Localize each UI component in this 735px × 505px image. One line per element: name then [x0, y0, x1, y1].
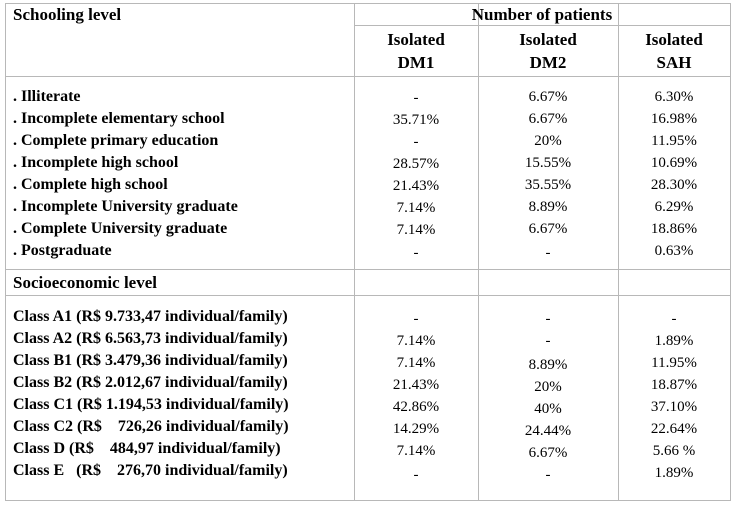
- row-label: . Complete primary education: [13, 132, 219, 149]
- cell-dm1: 21.43%: [392, 178, 440, 194]
- cell-sah: 5.66 %: [652, 443, 696, 459]
- cell-dm2: 35.55%: [524, 177, 572, 193]
- row-label: . Incomplete University graduate: [13, 198, 238, 215]
- column-header-dm1-line2: DM1: [397, 53, 435, 72]
- cell-dm1: 35.71%: [392, 112, 440, 128]
- column-divider: [478, 3, 479, 501]
- row-label: . Complete high school: [13, 176, 168, 193]
- cell-sah: 1.89%: [654, 333, 694, 349]
- cell-dm1: 21.43%: [392, 377, 440, 393]
- cell-dm2: 8.89%: [528, 199, 568, 215]
- cell-sah: 18.87%: [650, 377, 698, 393]
- cell-dm1: 7.14%: [396, 355, 436, 371]
- socioeconomic-level-title: Socioeconomic level: [13, 273, 157, 292]
- cell-dm1: -: [413, 134, 419, 150]
- cell-sah: 18.86%: [650, 221, 698, 237]
- cell-dm2: 15.55%: [524, 155, 572, 171]
- cell-dm2: 24.44%: [524, 423, 572, 439]
- cell-dm2: -: [545, 245, 551, 261]
- row-label: . Complete University graduate: [13, 220, 228, 237]
- column-header-sah-line1: Isolated: [645, 30, 703, 49]
- section-divider: [5, 295, 731, 296]
- section-divider: [5, 269, 731, 270]
- cell-sah: -: [671, 311, 677, 327]
- cell-dm2: 6.67%: [528, 111, 568, 127]
- row-label: Class A2 (R$ 6.563,73 individual/family): [13, 330, 288, 347]
- cell-sah: 10.69%: [650, 155, 698, 171]
- cell-sah: 22.64%: [650, 421, 698, 437]
- cell-dm1: 7.14%: [396, 443, 436, 459]
- row-label: Class E (R$ 276,70 individual/family): [13, 462, 288, 479]
- column-header-sah-line2: SAH: [656, 53, 692, 72]
- cell-sah: 28.30%: [650, 177, 698, 193]
- row-label: . Incomplete elementary school: [13, 110, 225, 127]
- cell-dm2: 6.67%: [528, 445, 568, 461]
- table-border-right: [730, 3, 731, 501]
- cell-dm2: 40%: [534, 401, 562, 417]
- row-label: Class A1 (R$ 9.733,47 individual/family): [13, 308, 288, 325]
- table-border-left: [5, 3, 6, 501]
- cell-dm1: 14.29%: [392, 421, 440, 437]
- row-label: . Incomplete high school: [13, 154, 179, 171]
- column-header-dm2-line2: DM2: [529, 53, 567, 72]
- column-header-dm2-line1: Isolated: [519, 30, 577, 49]
- cell-dm2: -: [545, 333, 551, 349]
- data-table: Schooling level Number of patients Isola…: [5, 3, 731, 501]
- row-label: . Postgraduate: [13, 242, 112, 259]
- cell-dm1: -: [413, 245, 419, 261]
- cell-dm1: 28.57%: [392, 156, 440, 172]
- cell-sah: 11.95%: [651, 355, 697, 371]
- table-border-bottom: [5, 500, 731, 501]
- cell-dm2: -: [545, 311, 551, 327]
- row-label: Class C2 (R$ 726,26 individual/family): [13, 418, 289, 435]
- cell-sah: 0.63%: [654, 243, 694, 259]
- cell-dm1: -: [413, 467, 419, 483]
- cell-sah: 16.98%: [650, 111, 698, 127]
- cell-dm1: -: [413, 311, 419, 327]
- column-divider: [618, 3, 619, 501]
- cell-dm2: 20%: [534, 133, 562, 149]
- cell-dm1: 7.14%: [396, 200, 436, 216]
- cell-sah: 1.89%: [654, 465, 694, 481]
- row-label: Class B2 (R$ 2.012,67 individual/family): [13, 374, 288, 391]
- cell-dm1: 7.14%: [396, 333, 436, 349]
- cell-dm1: 7.14%: [396, 222, 436, 238]
- cell-sah: 37.10%: [650, 399, 698, 415]
- table-border-top: [5, 3, 731, 4]
- cell-dm2: -: [545, 467, 551, 483]
- cell-dm2: 6.67%: [528, 221, 568, 237]
- row-label: Class B1 (R$ 3.479,36 individual/family): [13, 352, 288, 369]
- column-header-dm1-line1: Isolated: [387, 30, 445, 49]
- column-divider: [354, 3, 355, 501]
- cell-dm2: 6.67%: [528, 89, 568, 105]
- cell-dm2: 8.89%: [528, 357, 568, 373]
- row-label: Class D (R$ 484,97 individual/family): [13, 440, 281, 457]
- header-divider: [354, 25, 731, 26]
- cell-dm2: 20%: [534, 379, 562, 395]
- number-of-patients-title: Number of patients: [471, 5, 613, 24]
- cell-sah: 11.95%: [651, 133, 697, 149]
- header-bottom-line: [5, 76, 731, 77]
- row-label: Class C1 (R$ 1.194,53 individual/family): [13, 396, 289, 413]
- row-label: . Illiterate: [13, 88, 81, 105]
- cell-sah: 6.29%: [654, 199, 694, 215]
- cell-dm1: -: [413, 90, 419, 106]
- cell-dm1: 42.86%: [392, 399, 440, 415]
- cell-sah: 6.30%: [654, 89, 694, 105]
- schooling-level-title: Schooling level: [13, 5, 122, 24]
